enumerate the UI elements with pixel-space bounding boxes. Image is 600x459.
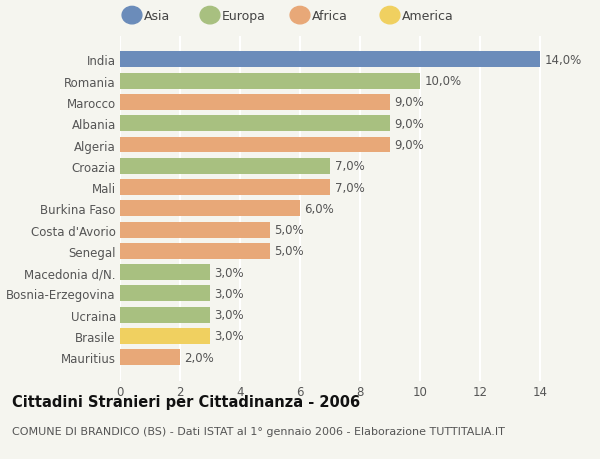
Bar <box>120 116 390 132</box>
Text: 5,0%: 5,0% <box>275 245 304 258</box>
Bar <box>120 307 210 323</box>
Text: 5,0%: 5,0% <box>275 224 304 236</box>
Bar <box>120 349 180 365</box>
Bar <box>120 264 210 280</box>
Text: 7,0%: 7,0% <box>335 160 364 173</box>
Text: Asia: Asia <box>144 10 170 22</box>
Bar <box>120 137 390 153</box>
Text: 10,0%: 10,0% <box>425 75 461 88</box>
Bar <box>120 95 390 111</box>
Text: 3,0%: 3,0% <box>215 330 244 342</box>
Text: 6,0%: 6,0% <box>305 202 334 215</box>
Bar <box>120 222 270 238</box>
Bar <box>120 328 210 344</box>
Text: COMUNE DI BRANDICO (BS) - Dati ISTAT al 1° gennaio 2006 - Elaborazione TUTTITALI: COMUNE DI BRANDICO (BS) - Dati ISTAT al … <box>12 426 505 436</box>
Bar <box>120 243 270 259</box>
Bar <box>120 52 540 68</box>
Bar <box>120 158 330 174</box>
Text: America: America <box>402 10 454 22</box>
Bar <box>120 201 300 217</box>
Text: 3,0%: 3,0% <box>215 308 244 321</box>
Text: 7,0%: 7,0% <box>335 181 364 194</box>
Text: 9,0%: 9,0% <box>395 96 424 109</box>
Text: 9,0%: 9,0% <box>395 139 424 151</box>
Bar <box>120 179 330 196</box>
Bar <box>120 73 420 90</box>
Text: Africa: Africa <box>312 10 348 22</box>
Text: 3,0%: 3,0% <box>215 266 244 279</box>
Text: 14,0%: 14,0% <box>545 54 582 67</box>
Text: Europa: Europa <box>222 10 266 22</box>
Text: Cittadini Stranieri per Cittadinanza - 2006: Cittadini Stranieri per Cittadinanza - 2… <box>12 394 360 409</box>
Bar <box>120 286 210 302</box>
Text: 9,0%: 9,0% <box>395 118 424 130</box>
Text: 3,0%: 3,0% <box>215 287 244 300</box>
Text: 2,0%: 2,0% <box>185 351 214 364</box>
